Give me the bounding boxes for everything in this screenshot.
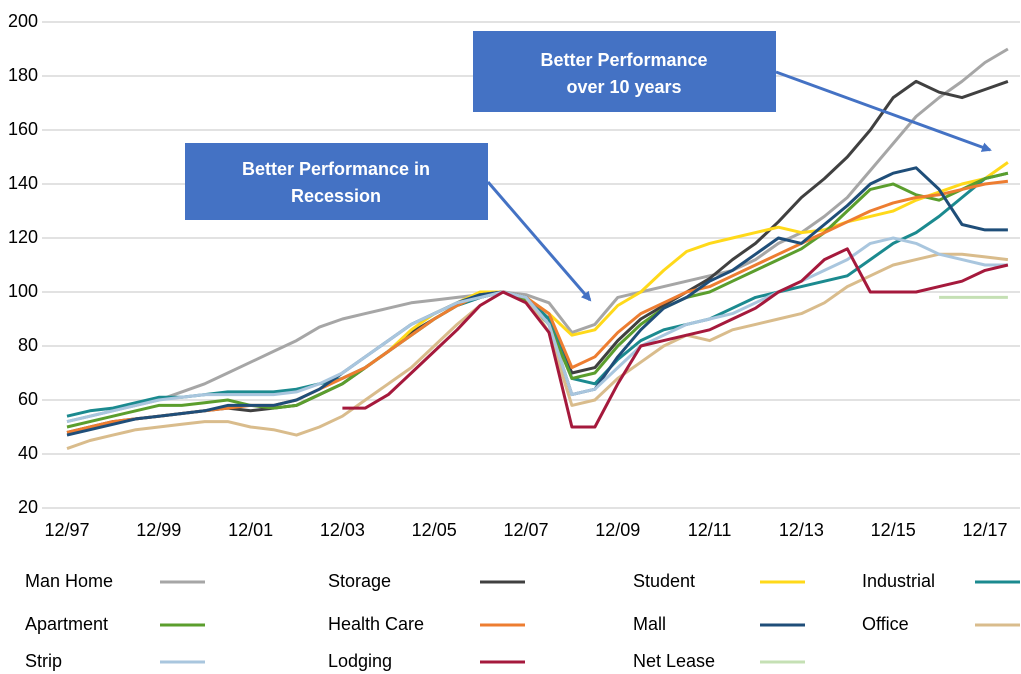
legend-label: Man Home	[25, 571, 113, 591]
legend: Man Home Storage Student Industrial Apartmen…	[25, 571, 1020, 671]
x-tick-label: 12/97	[44, 520, 89, 540]
legend-item: Mall	[633, 614, 805, 634]
x-tick-label: 12/03	[320, 520, 365, 540]
legend-label: Strip	[25, 651, 62, 671]
y-tick-label: 120	[8, 227, 38, 247]
legend-label: Net Lease	[633, 651, 715, 671]
annotation: Better Performance over 10 years	[473, 31, 992, 152]
y-tick-label: 20	[18, 497, 38, 517]
x-tick-label: 12/13	[779, 520, 824, 540]
series-line	[66, 79, 1009, 434]
x-tick-label: 12/09	[595, 520, 640, 540]
x-tick-label: 12/07	[503, 520, 548, 540]
grid: 20 40 60 80 100 120 140 160 180 200 12/97 12/99 12/0…	[8, 11, 1020, 540]
legend-item: Lodging	[328, 651, 525, 671]
y-tick-label: 100	[8, 281, 38, 301]
x-tick-label: 12/11	[688, 520, 732, 540]
series-line	[66, 236, 1008, 424]
annotation-box	[473, 31, 776, 112]
y-tick-label: 60	[18, 389, 38, 409]
series-line	[66, 47, 1009, 424]
legend-item: Industrial	[862, 571, 1020, 591]
arrow	[486, 181, 592, 302]
annotation-text: over 10 years	[566, 77, 681, 97]
legend-item: Man Home	[25, 571, 205, 591]
legend-label: Student	[633, 571, 695, 591]
x-tick-label: 12/15	[871, 520, 916, 540]
annotation-text: Recession	[291, 186, 381, 206]
y-tick-label: 40	[18, 443, 38, 463]
annotation-text: Better Performance in	[242, 159, 430, 179]
legend-item: Health Care	[328, 614, 525, 634]
legend-item: Office	[862, 614, 1020, 634]
legend-item: Apartment	[25, 614, 205, 634]
x-tick-label: 12/17	[962, 520, 1007, 540]
legend-label: Office	[862, 614, 909, 634]
series-line	[364, 161, 1009, 369]
annotation-text: Better Performance	[540, 50, 707, 70]
legend-label: Apartment	[25, 614, 108, 634]
series-line	[66, 252, 1009, 451]
x-tick-label: 12/01	[228, 520, 273, 540]
legend-item: Strip	[25, 651, 205, 671]
annotation: Better Performance in Recession	[185, 143, 592, 302]
y-tick-label: 160	[8, 119, 38, 139]
series-line	[342, 247, 1009, 429]
lines	[66, 47, 1009, 451]
legend-item: Net Lease	[633, 651, 805, 671]
arrow	[775, 70, 992, 152]
y-tick-label: 80	[18, 335, 38, 355]
y-tick-label: 200	[8, 11, 38, 31]
legend-label: Mall	[633, 614, 666, 634]
series-line	[66, 171, 1009, 418]
legend-label: Storage	[328, 571, 391, 591]
legend-item: Storage	[328, 571, 525, 591]
legend-label: Industrial	[862, 571, 935, 591]
x-tick-label: 12/05	[412, 520, 457, 540]
series-line	[66, 179, 1009, 434]
annotation-box	[185, 143, 488, 220]
legend-label: Health Care	[328, 614, 424, 634]
legend-label: Lodging	[328, 651, 392, 671]
x-tick-label: 12/99	[136, 520, 181, 540]
y-tick-label: 180	[8, 65, 38, 85]
legend-item: Student	[633, 571, 805, 591]
y-tick-label: 140	[8, 173, 38, 193]
